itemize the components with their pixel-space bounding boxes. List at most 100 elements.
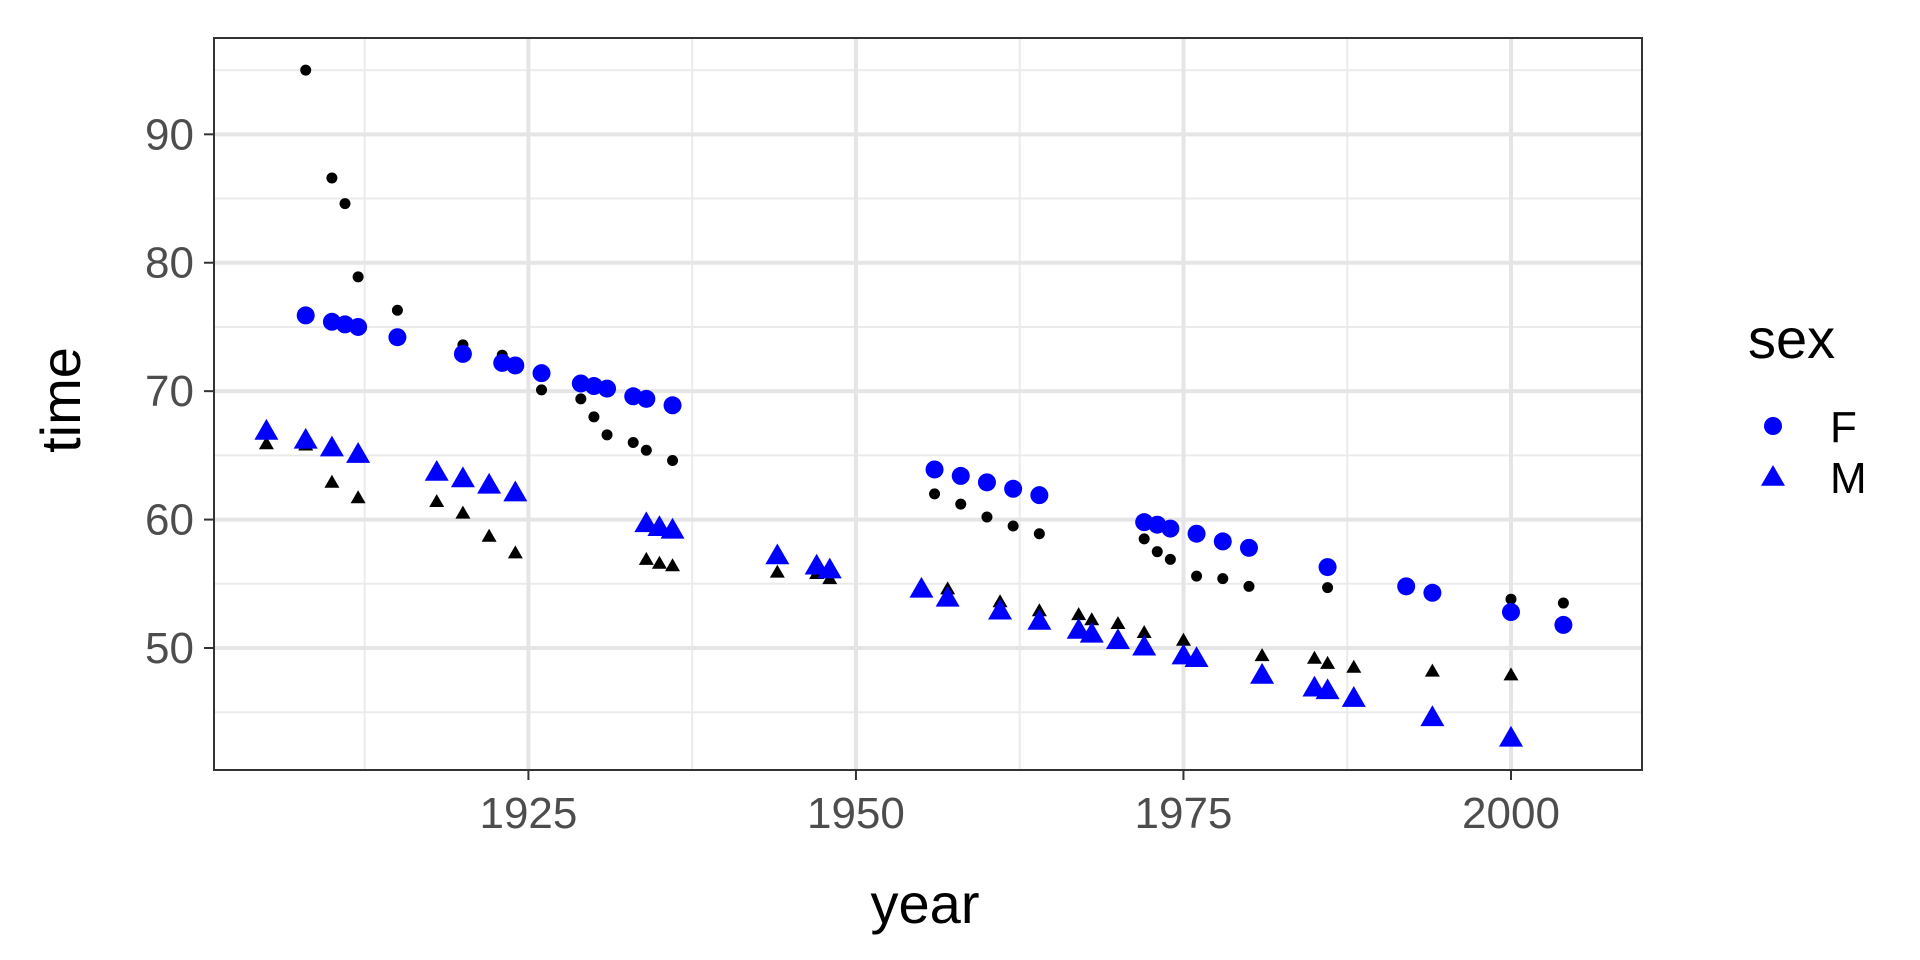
series-3-circle	[300, 64, 1569, 609]
data-point-triangle	[638, 551, 654, 565]
data-point-circle	[1164, 553, 1176, 565]
data-point-circle	[1217, 573, 1229, 585]
data-point-triangle	[1027, 608, 1052, 630]
legend-label: F	[1830, 403, 1857, 452]
data-point-triangle	[450, 466, 475, 488]
data-point-circle	[391, 304, 403, 316]
y-tick-label: 90	[145, 110, 194, 159]
data-point-triangle	[1341, 686, 1366, 707]
data-point-circle	[1243, 580, 1255, 592]
data-point-triangle	[481, 528, 497, 542]
data-point-circle	[627, 437, 639, 449]
data-point-triangle	[634, 511, 659, 533]
data-point-circle	[506, 356, 525, 375]
data-point-triangle	[935, 585, 960, 607]
data-point-triangle	[1420, 705, 1445, 727]
data-point-triangle	[350, 490, 366, 504]
data-point-circle	[339, 198, 351, 210]
data-point-triangle	[507, 545, 523, 559]
data-point-circle	[925, 460, 944, 479]
data-point-triangle	[1250, 662, 1275, 684]
x-tick-label: 1975	[1135, 789, 1233, 838]
data-point-triangle	[503, 480, 528, 502]
data-point-triangle	[1079, 621, 1104, 643]
data-point-triangle	[1066, 617, 1091, 639]
legend-key-triangle	[1761, 464, 1785, 486]
y-axis-title: time	[29, 347, 92, 453]
data-point-circle	[1423, 583, 1442, 602]
series-m-triangle	[254, 418, 1523, 747]
data-point-triangle	[1175, 632, 1191, 646]
data-point-triangle	[1306, 650, 1322, 664]
y-axis: 50 60 70 80 90	[145, 110, 214, 673]
data-point-circle	[667, 455, 679, 467]
data-point-triangle	[424, 460, 449, 481]
data-point-triangle	[769, 564, 785, 578]
data-point-triangle	[1132, 634, 1157, 656]
data-point-circle	[1397, 577, 1416, 596]
y-tick-label: 50	[145, 624, 194, 673]
data-point-triangle	[1320, 655, 1336, 669]
data-point-circle	[637, 389, 656, 408]
data-point-circle	[1138, 533, 1150, 545]
data-point-circle	[981, 511, 993, 523]
data-point-triangle	[665, 558, 681, 572]
legend-item-m: M	[1761, 454, 1867, 503]
data-point-circle	[640, 444, 652, 456]
data-points	[254, 64, 1573, 747]
data-point-triangle	[817, 557, 842, 579]
x-tick-label: 1950	[807, 789, 905, 838]
data-point-triangle	[988, 598, 1013, 620]
data-point-circle	[1004, 479, 1023, 498]
x-axis: 1925 1950 1975 2000	[479, 770, 1560, 838]
data-point-triangle	[765, 543, 790, 565]
data-point-circle	[536, 384, 548, 396]
legend-items: FM	[1761, 403, 1867, 503]
legend-label: M	[1830, 454, 1867, 503]
data-point-circle	[296, 306, 315, 325]
data-point-triangle	[346, 442, 371, 463]
data-point-circle	[575, 393, 587, 405]
data-point-circle	[929, 488, 941, 500]
data-point-circle	[1501, 603, 1520, 622]
data-point-circle	[1007, 520, 1019, 532]
minor-gridlines	[214, 38, 1642, 770]
data-point-triangle	[909, 576, 934, 598]
data-point-circle	[532, 364, 551, 383]
data-point-circle	[955, 498, 967, 510]
data-point-circle	[326, 172, 338, 184]
data-point-triangle	[1498, 725, 1523, 747]
data-point-circle	[951, 466, 970, 485]
data-point-circle	[453, 344, 472, 363]
data-point-triangle	[1136, 625, 1152, 639]
data-point-circle	[1505, 593, 1517, 605]
data-point-circle	[588, 411, 600, 423]
series-f-circle	[296, 306, 1573, 634]
data-point-circle	[1033, 528, 1045, 540]
data-point-circle	[1318, 558, 1337, 577]
data-point-circle	[1187, 524, 1206, 543]
legend-item-f: F	[1764, 403, 1857, 452]
data-point-circle	[1322, 582, 1334, 594]
data-point-triangle	[660, 517, 685, 539]
data-point-circle	[1191, 570, 1203, 582]
data-point-circle	[601, 429, 613, 441]
data-point-circle	[977, 473, 996, 492]
data-point-triangle	[293, 427, 318, 449]
x-tick-label: 1925	[479, 789, 577, 838]
legend-key-circle	[1764, 417, 1782, 435]
data-point-triangle	[254, 418, 279, 440]
data-point-triangle	[455, 505, 471, 519]
data-point-triangle	[1503, 667, 1519, 681]
data-point-circle	[1239, 538, 1258, 557]
data-point-circle	[1161, 519, 1180, 538]
data-point-circle	[598, 379, 617, 398]
data-point-triangle	[1254, 648, 1270, 662]
data-point-circle	[1213, 532, 1232, 551]
panel-background	[214, 38, 1642, 770]
data-point-triangle	[1315, 678, 1340, 700]
major-gridlines	[214, 38, 1642, 770]
x-axis-title: year	[871, 872, 980, 935]
